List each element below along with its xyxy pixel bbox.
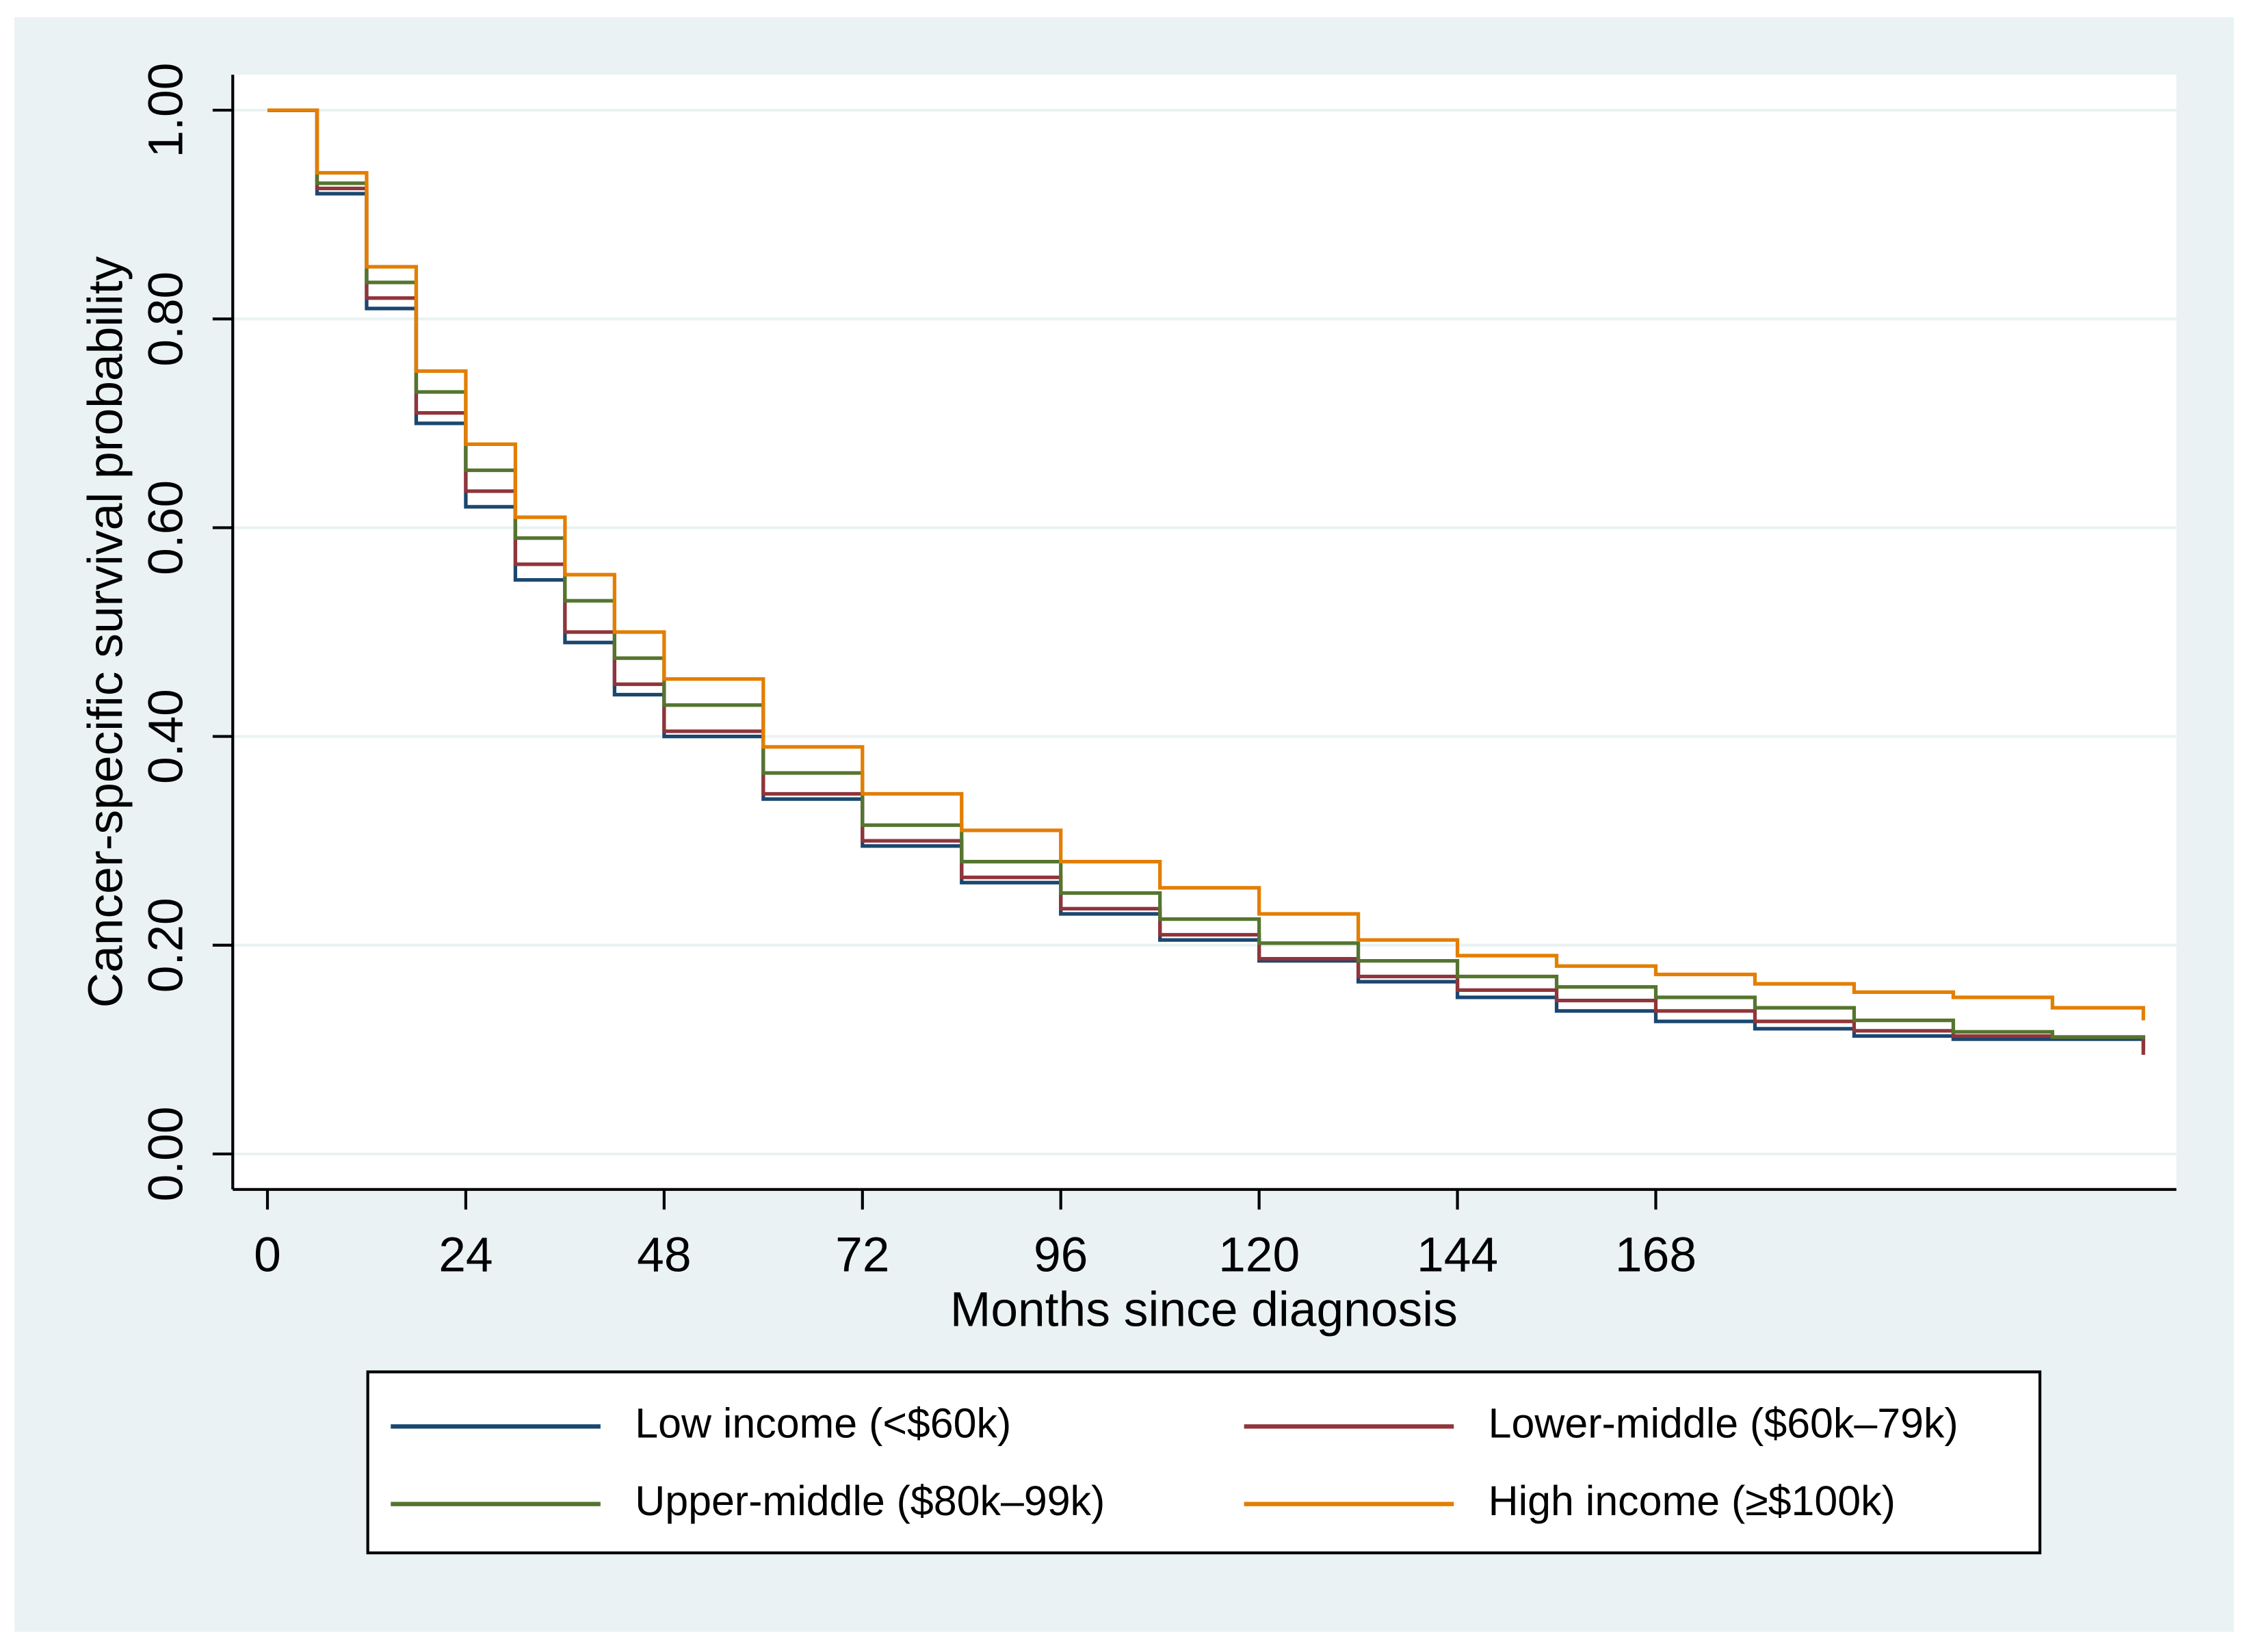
x-tick-label: 48 (637, 1227, 691, 1282)
series-line (267, 108, 2145, 1021)
x-tick-label: 96 (1034, 1227, 1088, 1282)
axes: 0.00 0.20 0.40 0.60 0.80 1.00 0 24 48 72 96 120 144 1… (139, 63, 2177, 1282)
plot-area (233, 75, 2177, 1190)
x-axis-title: Months since diagnosis (950, 1282, 1458, 1337)
grid (233, 108, 2177, 1156)
x-tick-label: 24 (438, 1227, 493, 1282)
legend (366, 1370, 2042, 1555)
legend-label: Low income (<$60k) (635, 1400, 1011, 1446)
legend-label: Lower-middle ($60k–79k) (1489, 1400, 1958, 1446)
y-tick-label: 0.20 (139, 897, 194, 993)
legend-label: Upper-middle ($80k–99k) (635, 1478, 1105, 1524)
y-tick-label: 0.40 (139, 689, 194, 784)
series-group (267, 108, 2145, 1055)
y-tick-label: 0.00 (139, 1106, 194, 1201)
x-tick-label: 0 (254, 1227, 281, 1282)
x-tick-label: 168 (1615, 1227, 1696, 1282)
x-tick-label: 72 (835, 1227, 889, 1282)
y-tick-label: 1.00 (139, 63, 194, 158)
y-tick-label: 0.80 (139, 272, 194, 367)
legend-label: High income (≥$100k) (1489, 1478, 1896, 1524)
y-axis-title: Cancer-specific survival probability (79, 256, 133, 1008)
x-tick-label: 144 (1417, 1227, 1498, 1282)
x-tick-label: 120 (1218, 1227, 1300, 1282)
y-tick-label: 0.60 (139, 480, 194, 575)
